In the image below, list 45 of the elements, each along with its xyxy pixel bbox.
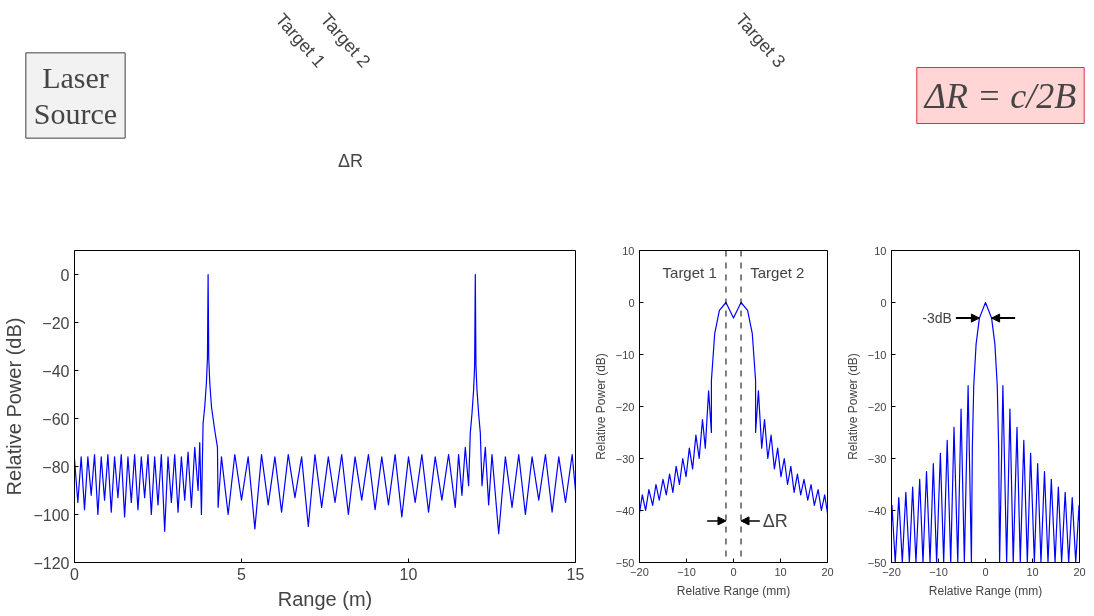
x-tick-label: −10 — [929, 565, 948, 578]
x-tick-label: −10 — [677, 565, 696, 578]
y-tick-label: −20 — [615, 400, 635, 413]
text: ΔR — [337, 150, 364, 171]
annotation: Target 1 — [662, 263, 717, 281]
y-tick-label: −40 — [42, 362, 70, 380]
y-tick-label: −10 — [867, 348, 887, 361]
x-axis-title: Relative Range (mm) — [928, 583, 1043, 598]
y-tick-label: −80 — [42, 458, 70, 476]
x-tick-label: 20 — [821, 565, 834, 578]
y-tick-label: 0 — [880, 296, 887, 309]
x-axis-title: Relative Range (mm) — [676, 583, 791, 598]
y-tick-label: −60 — [42, 410, 70, 428]
line-series — [74, 273, 576, 535]
y-tick-label: −20 — [867, 400, 887, 413]
annotation: ΔR — [762, 510, 788, 531]
y-axis-title: Relative Power (dB) — [845, 353, 860, 460]
x-tick-label: 5 — [237, 565, 247, 583]
y-axis-title: Relative Power (dB) — [3, 317, 26, 496]
y-tick-label: −100 — [33, 506, 70, 524]
y-tick-label: 0 — [60, 266, 70, 284]
y-tick-label: −30 — [615, 452, 635, 465]
y-tick-label: 10 — [874, 244, 887, 257]
y-tick-label: −40 — [867, 504, 887, 517]
x-tick-label: 0 — [730, 565, 737, 578]
x-tick-label: 10 — [1026, 565, 1039, 578]
y-tick-label: 0 — [628, 296, 635, 309]
line-series — [639, 301, 828, 514]
y-tick-label: −10 — [615, 348, 635, 361]
x-tick-label: 10 — [399, 565, 418, 583]
annotation: Target 2 — [750, 263, 805, 281]
y-axis-title: Relative Power (dB) — [593, 353, 608, 460]
x-axis-title: Range (m) — [277, 587, 373, 610]
text: ΔR = c/2B — [922, 75, 1077, 116]
y-tick-label: −40 — [615, 504, 635, 517]
x-tick-label: 10 — [774, 565, 787, 578]
x-tick-label: 0 — [982, 565, 989, 578]
x-tick-label: 20 — [1073, 565, 1086, 578]
y-tick-label: −30 — [867, 452, 887, 465]
y-tick-label: −120 — [33, 554, 70, 572]
annotation: -3dB — [922, 310, 952, 327]
y-tick-label: 10 — [622, 244, 635, 257]
text: Laser Source — [33, 60, 118, 131]
y-tick-label: −20 — [42, 314, 70, 332]
x-tick-label: 15 — [566, 565, 585, 583]
